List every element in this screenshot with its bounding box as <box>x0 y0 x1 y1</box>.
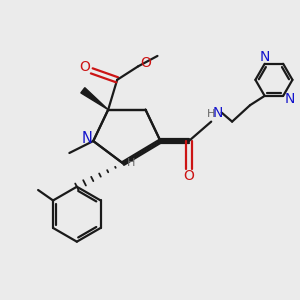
Polygon shape <box>81 88 108 110</box>
Text: N: N <box>285 92 295 106</box>
Text: O: O <box>79 60 90 74</box>
Text: N: N <box>213 106 223 120</box>
Text: N: N <box>81 131 92 146</box>
Text: O: O <box>183 169 194 183</box>
Text: H: H <box>206 109 215 119</box>
Text: O: O <box>140 56 151 70</box>
Text: H: H <box>127 158 136 168</box>
Text: N: N <box>260 50 270 64</box>
